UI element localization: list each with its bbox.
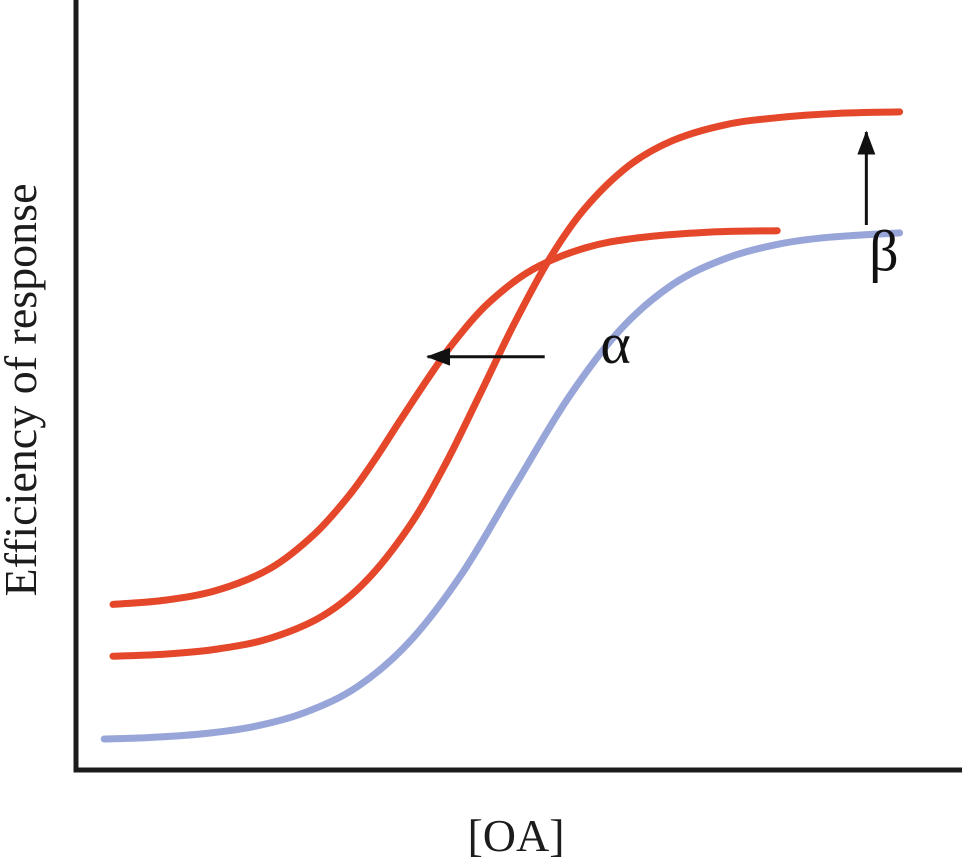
annotation-group: αβ <box>426 130 899 376</box>
series-group <box>100 108 904 743</box>
alpha-label: α <box>600 311 630 376</box>
curve-beta-raised-maximum <box>109 108 904 660</box>
curve-control <box>100 229 904 743</box>
beta-label: β <box>869 218 899 283</box>
x-axis-label: [OA] <box>467 810 564 861</box>
curve-alpha-left-shifted <box>109 227 781 608</box>
y-axis-label: Efficiency of response <box>0 184 46 597</box>
